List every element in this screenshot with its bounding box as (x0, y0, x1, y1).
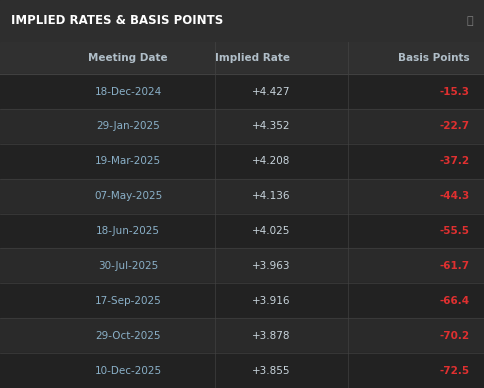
Text: -66.4: -66.4 (439, 296, 469, 306)
Bar (0, 144, 484, 179)
Text: -61.7: -61.7 (439, 261, 469, 271)
Bar (0, 74, 484, 109)
Bar (0, 353, 484, 388)
Text: Basis Points: Basis Points (398, 53, 469, 63)
Text: -37.2: -37.2 (439, 156, 469, 166)
Text: -55.5: -55.5 (439, 226, 469, 236)
Text: +3.963: +3.963 (252, 261, 290, 271)
Text: 07-May-2025: 07-May-2025 (94, 191, 163, 201)
Bar (0, 248, 484, 283)
Text: 18-Dec-2024: 18-Dec-2024 (95, 87, 162, 97)
Text: +4.352: +4.352 (252, 121, 290, 132)
Text: 29-Oct-2025: 29-Oct-2025 (95, 331, 161, 341)
Text: +4.427: +4.427 (252, 87, 290, 97)
Text: ⧉: ⧉ (467, 16, 473, 26)
Bar (0, 179, 484, 214)
Bar (0, 109, 484, 144)
Text: +3.855: +3.855 (252, 365, 290, 376)
Text: Meeting Date: Meeting Date (89, 53, 168, 63)
Text: +4.136: +4.136 (252, 191, 290, 201)
Bar (0, 318, 484, 353)
Text: -15.3: -15.3 (439, 87, 469, 97)
Text: 19-Mar-2025: 19-Mar-2025 (95, 156, 161, 166)
Text: 18-Jun-2025: 18-Jun-2025 (96, 226, 160, 236)
Bar (0, 42, 484, 74)
Text: -44.3: -44.3 (439, 191, 469, 201)
Text: -70.2: -70.2 (439, 331, 469, 341)
Text: -22.7: -22.7 (439, 121, 469, 132)
Text: +3.878: +3.878 (252, 331, 290, 341)
Text: 30-Jul-2025: 30-Jul-2025 (98, 261, 158, 271)
Text: 17-Sep-2025: 17-Sep-2025 (95, 296, 162, 306)
Text: +4.025: +4.025 (252, 226, 290, 236)
Bar (0, 214, 484, 248)
Text: 29-Jan-2025: 29-Jan-2025 (96, 121, 160, 132)
Bar (0, 283, 484, 318)
Text: Implied Rate: Implied Rate (215, 53, 290, 63)
Text: 10-Dec-2025: 10-Dec-2025 (95, 365, 162, 376)
Text: IMPLIED RATES & BASIS POINTS: IMPLIED RATES & BASIS POINTS (11, 14, 223, 28)
Bar (0, 0, 484, 42)
Text: +4.208: +4.208 (252, 156, 290, 166)
Text: -72.5: -72.5 (439, 365, 469, 376)
Text: +3.916: +3.916 (252, 296, 290, 306)
